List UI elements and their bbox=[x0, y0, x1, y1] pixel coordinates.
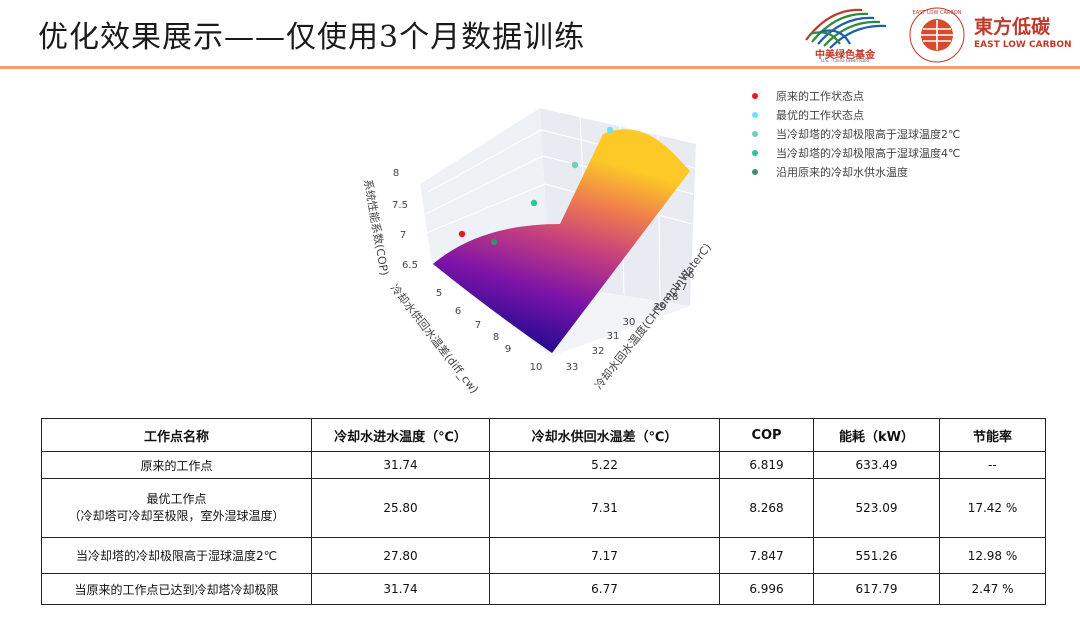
row-energy: 633.49 bbox=[813, 451, 940, 479]
east-low-carbon-emblem: EAST LOW CARBON bbox=[909, 7, 965, 63]
green-fund-name: 中美绿色基金 bbox=[815, 50, 875, 61]
row-cop: 8.268 bbox=[719, 478, 814, 538]
legend-label: 原来的工作状态点 bbox=[776, 90, 864, 103]
row-diff: 6.77 bbox=[489, 573, 720, 605]
header-temp-diff: 冷却水供回水温差（℃） bbox=[489, 418, 720, 452]
header-name: 工作点名称 bbox=[41, 418, 312, 452]
y-tick-label: 10 bbox=[530, 362, 543, 373]
z-tick-label: 7.5 bbox=[392, 200, 408, 211]
row-name: 原来的工作点 bbox=[41, 451, 312, 479]
x-tick-label: 29 bbox=[654, 302, 667, 313]
row-diff: 7.17 bbox=[489, 537, 720, 574]
green-fund-subtitle: U.S. - China Green Fund bbox=[821, 58, 869, 63]
y-tick-label: 7 bbox=[475, 320, 481, 331]
legend-marker-icon bbox=[752, 131, 758, 137]
table-row: 当原来的工作点已达到冷却塔冷却极限 31.74 6.77 6.996 617.7… bbox=[41, 573, 1046, 605]
x-tick-label: 32 bbox=[592, 346, 605, 357]
x-tick-label: 27 bbox=[675, 282, 688, 293]
row-saving: 12.98 % bbox=[939, 537, 1046, 574]
row-saving: -- bbox=[939, 451, 1046, 479]
header-saving: 节能率 bbox=[939, 418, 1046, 452]
row-saving: 2.47 % bbox=[939, 573, 1046, 605]
green-fund-logo bbox=[805, 8, 887, 49]
svg-text:EAST LOW CARBON: EAST LOW CARBON bbox=[913, 10, 962, 16]
cop-surface bbox=[433, 129, 690, 353]
x-tick-label: 28 bbox=[666, 292, 679, 303]
table-header-row: 工作点名称 冷却水进水温度（℃） 冷却水供回水温差（℃） COP 能耗（kW） … bbox=[41, 418, 1046, 452]
row-cop: 7.847 bbox=[719, 537, 814, 574]
header-energy: 能耗（kW） bbox=[813, 418, 940, 452]
row-temp: 31.74 bbox=[311, 451, 490, 479]
row-cop: 6.996 bbox=[719, 573, 814, 605]
row-temp: 25.80 bbox=[311, 478, 490, 538]
header-cop: COP bbox=[719, 418, 814, 452]
header-divider bbox=[0, 66, 1080, 69]
z-axis-title: 系统性能系数(COP) bbox=[361, 178, 392, 277]
page-title: 优化效果展示——仅使用3个月数据训练 bbox=[38, 20, 586, 55]
row-energy: 523.09 bbox=[813, 478, 940, 538]
z-tick-label: 8 bbox=[393, 168, 399, 179]
row-cop: 6.819 bbox=[719, 451, 814, 479]
row-temp: 31.74 bbox=[311, 573, 490, 605]
operating-point bbox=[571, 161, 579, 169]
z-tick-label: 6.5 bbox=[402, 260, 418, 271]
legend-marker-icon bbox=[752, 150, 758, 156]
cop-surface-chart: 系统性能系数(COP) 冷却水供回水温差(diff_cw) 冷却水回水温度(CH… bbox=[361, 108, 714, 396]
legend-label: 最优的工作状态点 bbox=[776, 109, 864, 122]
z-tick-label: 7 bbox=[400, 230, 406, 241]
row-name: 最优工作点 （冷却塔可冷却至极限，室外湿球温度） bbox=[41, 478, 312, 538]
row-name: 当原来的工作点已达到冷却塔冷却极限 bbox=[41, 573, 312, 605]
row-name-line1: 最优工作点 bbox=[146, 492, 207, 506]
table-row: 最优工作点 （冷却塔可冷却至极限，室外湿球温度） 25.80 7.31 8.26… bbox=[41, 478, 1046, 538]
row-diff: 7.31 bbox=[489, 478, 720, 538]
row-saving: 17.42 % bbox=[939, 478, 1046, 538]
y-tick-label: 5 bbox=[436, 288, 442, 299]
legend-label: 当冷却塔的冷却极限高于湿球温度2℃ bbox=[776, 128, 961, 141]
legend-label: 沿用原来的冷却水供水温度 bbox=[776, 166, 908, 179]
row-temp: 27.80 bbox=[311, 537, 490, 574]
row-energy: 617.79 bbox=[813, 573, 940, 605]
x-tick-label: 30 bbox=[623, 317, 636, 328]
results-table: 工作点名称 冷却水进水温度（℃） 冷却水供回水温差（℃） COP 能耗（kW） … bbox=[41, 418, 1046, 605]
operating-point bbox=[490, 238, 498, 246]
operating-point bbox=[530, 199, 538, 207]
header-inlet-temp: 冷却水进水温度（℃） bbox=[311, 418, 490, 452]
y-axis-title: 冷却水供回水温差(diff_cw) bbox=[388, 281, 482, 396]
operating-point bbox=[606, 126, 614, 134]
table-row: 当冷却塔的冷却极限高于湿球温度2℃ 27.80 7.17 7.847 551.2… bbox=[41, 537, 1046, 574]
east-low-carbon-subtitle: EAST LOW CARBON bbox=[974, 40, 1072, 50]
legend-marker-icon bbox=[752, 169, 758, 175]
header: 优化效果展示——仅使用3个月数据训练 中美绿色基金 U.S. - China G… bbox=[0, 0, 1080, 69]
x-tick-label: 31 bbox=[607, 331, 620, 342]
legend-marker-icon bbox=[752, 112, 758, 118]
row-diff: 5.22 bbox=[489, 451, 720, 479]
row-energy: 551.26 bbox=[813, 537, 940, 574]
y-tick-label: 8 bbox=[493, 332, 499, 343]
operating-point bbox=[458, 230, 466, 238]
y-tick-label: 6 bbox=[455, 306, 461, 317]
legend-label: 当冷却塔的冷却极限高于湿球温度4℃ bbox=[776, 147, 961, 160]
x-tick-label: 33 bbox=[566, 362, 579, 373]
table-row: 原来的工作点 31.74 5.22 6.819 633.49 -- bbox=[41, 451, 1046, 479]
operating-points bbox=[458, 126, 614, 246]
row-name: 当冷却塔的冷却极限高于湿球温度2℃ bbox=[41, 537, 312, 574]
y-tick-label: 9 bbox=[505, 344, 511, 355]
x-tick-label: 26 bbox=[682, 270, 695, 281]
legend-marker-icon bbox=[752, 93, 758, 99]
east-low-carbon-name: 東方低碳 bbox=[974, 16, 1051, 38]
row-name-line2: （冷却塔可冷却至极限，室外湿球温度） bbox=[68, 509, 285, 523]
